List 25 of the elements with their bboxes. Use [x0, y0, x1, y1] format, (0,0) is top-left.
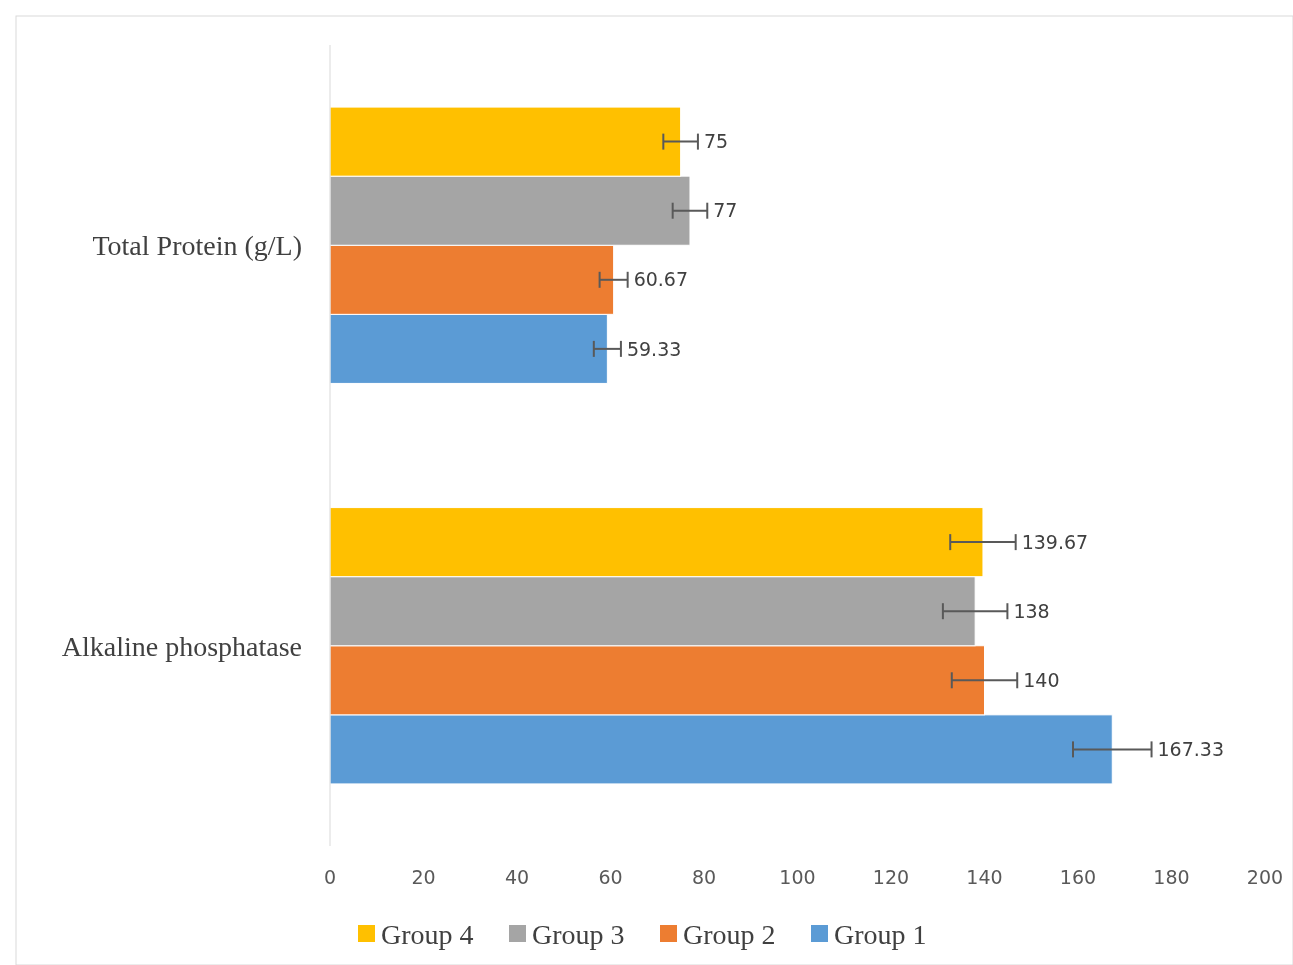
- legend-label: Group 3: [532, 918, 625, 950]
- x-tick-label: 140: [966, 866, 1003, 888]
- legend-label: Group 1: [834, 918, 927, 950]
- y-tick-label: Alkaline phosphatase: [61, 630, 302, 662]
- data-label: 75: [703, 130, 729, 153]
- data-label: 77: [713, 199, 738, 222]
- x-tick-label: 120: [872, 866, 910, 888]
- legend-label: Group 2: [683, 918, 776, 950]
- data-label: 140: [1023, 668, 1060, 691]
- y-tick-label: Total Protein (g/L): [92, 230, 302, 262]
- x-tick-label: 180: [1153, 866, 1190, 888]
- data-label: 139.67: [1021, 530, 1089, 553]
- x-tick-label: 0: [323, 866, 337, 888]
- data-label: 60.67: [633, 268, 689, 291]
- x-tick-label: 100: [779, 866, 816, 888]
- x-tick-label: 200: [1246, 866, 1284, 888]
- data-label: 138: [1013, 599, 1050, 622]
- data-label: 167.33: [1157, 738, 1225, 761]
- legend-label: Group 4: [381, 918, 474, 950]
- x-tick-label: 60: [598, 866, 623, 888]
- x-tick-label: 40: [504, 866, 530, 888]
- x-tick-label: 160: [1059, 866, 1097, 888]
- data-label: 59.33: [626, 337, 682, 360]
- x-tick-label: 20: [411, 866, 436, 888]
- x-tick-label: 80: [691, 866, 717, 888]
